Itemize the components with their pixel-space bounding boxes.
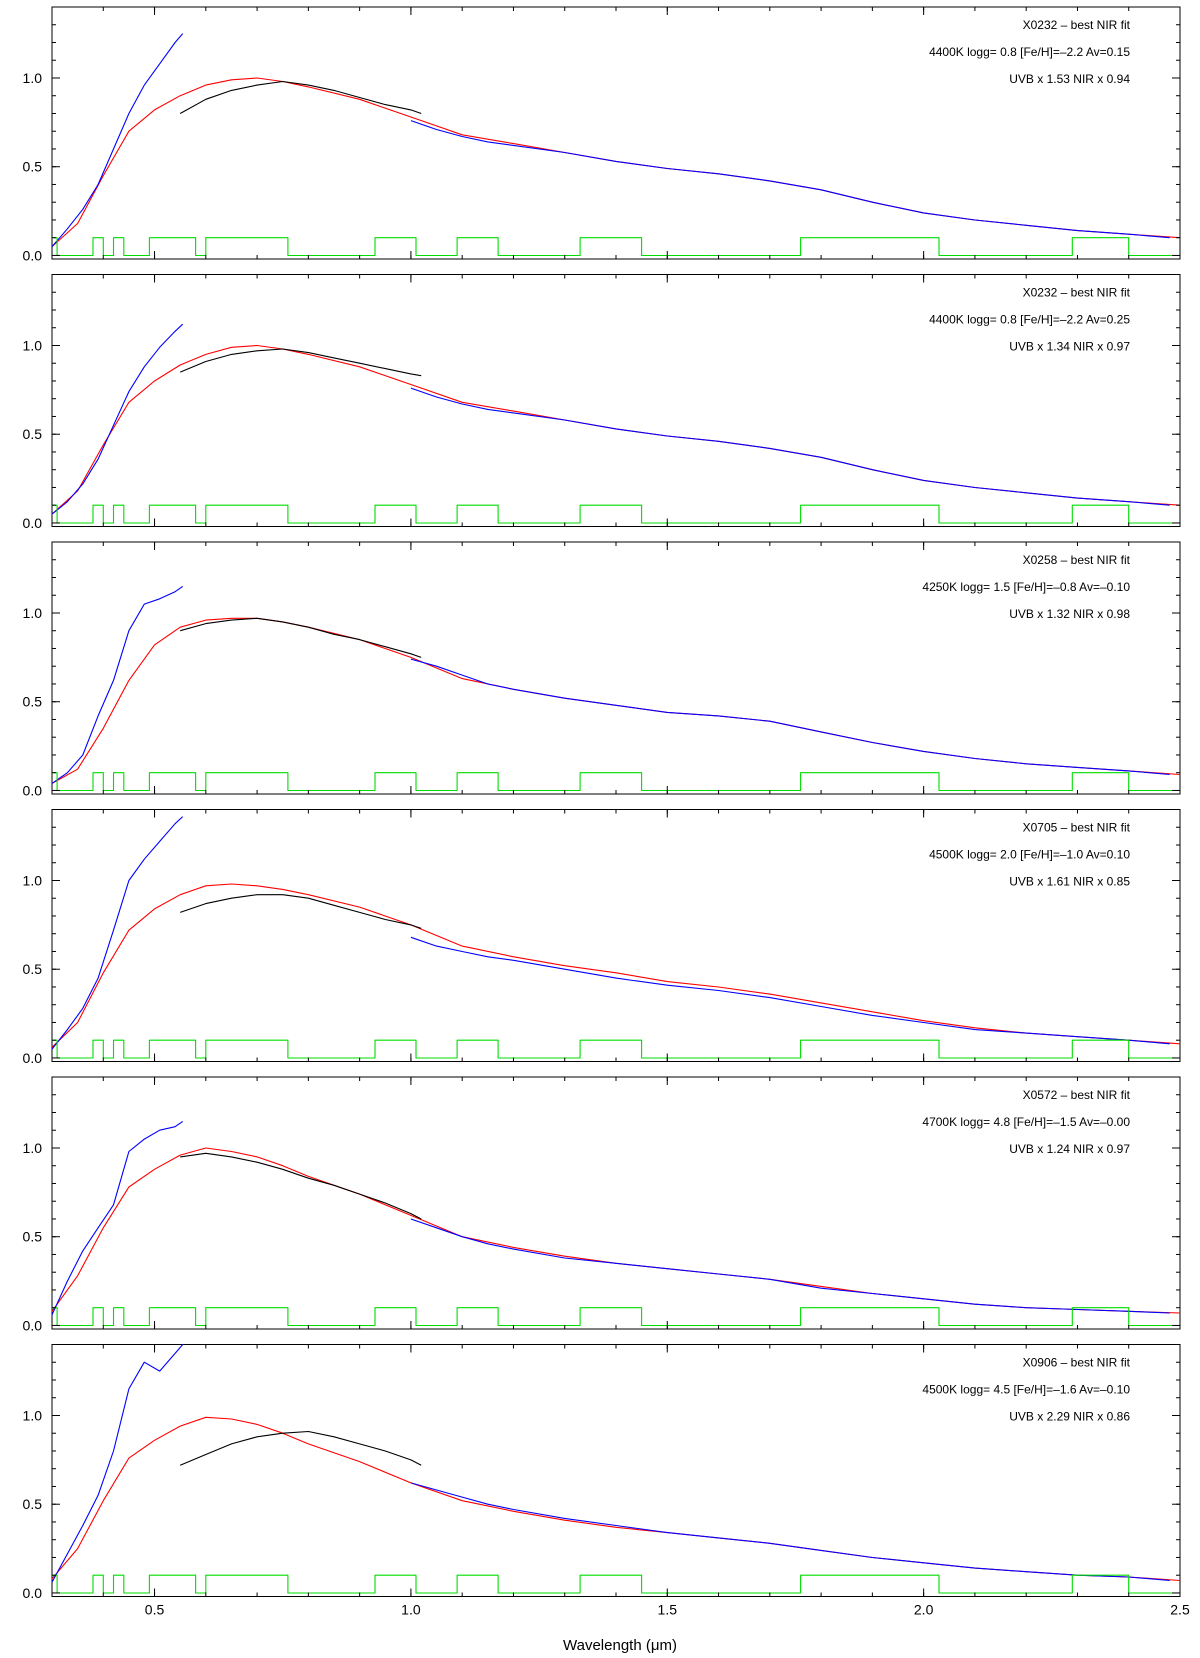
- x-tick-label: 2.0: [914, 1602, 934, 1618]
- y-tick-label: 1.0: [23, 872, 43, 888]
- panel-3: 0.0 0.5 1.0 X0258 – best NIR fit 4250K logg=…: [23, 541, 1181, 798]
- panel-annotation-line: X0258 – best NIR fit: [1023, 553, 1131, 567]
- panel-annotation-line: 4250K logg= 1.5 [Fe/H]=–0.8 Av=–0.10: [922, 580, 1130, 594]
- y-tick-label: 1.0: [23, 70, 43, 86]
- panels-group: 0.0 0.5 1.0 X0232 – best NIR fit 4400K logg=…: [23, 6, 1190, 1618]
- x-tick-label: 1.5: [658, 1602, 678, 1618]
- panel-1: 0.0 0.5 1.0 X0232 – best NIR fit 4400K logg=…: [23, 6, 1181, 263]
- panel-4: 0.0 0.5 1.0 X0705 – best NIR fit 4500K logg=…: [23, 809, 1181, 1066]
- y-tick-label: 0.5: [23, 961, 43, 977]
- y-tick-label: 0.5: [23, 694, 43, 710]
- y-tick-label: 0.5: [23, 426, 43, 442]
- y-tick-label: 0.0: [23, 782, 43, 798]
- series-mask: [52, 237, 1180, 257]
- panel-annotation-line: 4700K logg= 4.8 [Fe/H]=–1.5 Av=–0.00: [922, 1115, 1130, 1129]
- panel-annotation-line: 4500K logg= 2.0 [Fe/H]=–1.0 Av=0.10: [929, 848, 1130, 862]
- y-tick-label: 0.5: [23, 1496, 43, 1512]
- y-tick-label: 0.0: [23, 1317, 43, 1333]
- panel-6: 0.5 1.0 1.5 2.0 2.5 0.0 0.5 1.0 X0906 – best NIR…: [23, 1344, 1190, 1618]
- series-mask: [52, 772, 1180, 792]
- series-uvb_vis: [51, 323, 184, 515]
- series-vis: [180, 894, 422, 929]
- series-nir: [410, 120, 1170, 239]
- series-mask: [52, 1574, 1180, 1594]
- series-uvb_vis: [51, 33, 184, 247]
- series-model: [51, 1147, 1181, 1314]
- panel-annotation-line: X0232 – best NIR fit: [1023, 18, 1131, 32]
- y-tick-label: 1.0: [23, 337, 43, 353]
- panel-2: 0.0 0.5 1.0 X0232 – best NIR fit 4400K logg=…: [23, 274, 1181, 531]
- series-uvb_vis: [51, 1120, 184, 1316]
- x-axis-label: Wavelength (μm): [563, 1637, 677, 1654]
- y-tick-label: 0.5: [23, 159, 43, 175]
- series-model: [51, 344, 1181, 515]
- panel-annotation-line: X0232 – best NIR fit: [1023, 286, 1131, 300]
- panel-annotation-line: UVB x 2.29 NIR x 0.86: [1009, 1410, 1130, 1424]
- series-mask: [52, 1307, 1180, 1327]
- series-vis: [179, 80, 422, 115]
- panel-annotation-line: X0705 – best NIR fit: [1023, 821, 1131, 835]
- series-nir: [410, 1482, 1170, 1582]
- y-tick-label: 1.0: [23, 1140, 43, 1156]
- series-mask: [52, 504, 1180, 524]
- panel-annotation-line: UVB x 1.61 NIR x 0.85: [1009, 875, 1130, 889]
- y-tick-label: 1.0: [23, 605, 43, 621]
- series-model: [51, 1416, 1181, 1582]
- series-nir: [410, 1218, 1170, 1314]
- series-vis: [180, 1152, 422, 1220]
- y-tick-label: 0.5: [23, 1229, 43, 1245]
- panel-annotation-line: X0906 – best NIR fit: [1023, 1356, 1131, 1370]
- series-mask: [52, 1039, 1180, 1059]
- series-vis: [179, 348, 422, 377]
- panel-annotation-line: UVB x 1.34 NIR x 0.97: [1009, 340, 1130, 354]
- series-model: [51, 883, 1181, 1048]
- y-tick-label: 0.0: [23, 1050, 43, 1066]
- x-tick-label: 1.0: [401, 1602, 421, 1618]
- series-uvb_vis: [51, 585, 184, 784]
- panel-annotation-line: UVB x 1.32 NIR x 0.98: [1009, 607, 1130, 621]
- series-nir: [410, 387, 1170, 506]
- series-model: [51, 617, 1181, 784]
- panel-5: 0.0 0.5 1.0 X0572 – best NIR fit 4700K logg=…: [23, 1076, 1181, 1333]
- y-tick-label: 0.0: [23, 1585, 43, 1601]
- series-model: [51, 77, 1181, 248]
- series-nir: [410, 658, 1170, 776]
- panel-annotation-line: 4500K logg= 4.5 [Fe/H]=–1.6 Av=–0.10: [922, 1383, 1130, 1397]
- series-nir: [410, 936, 1170, 1045]
- x-tick-label: 0.5: [145, 1602, 165, 1618]
- panel-annotation-line: X0572 – best NIR fit: [1023, 1088, 1131, 1102]
- y-tick-label: 0.0: [23, 247, 43, 263]
- series-vis: [179, 1430, 422, 1466]
- panel-annotation-line: UVB x 1.24 NIR x 0.97: [1009, 1142, 1130, 1156]
- y-tick-label: 1.0: [23, 1407, 43, 1423]
- series-uvb_vis: [51, 1344, 184, 1583]
- x-tick-label: 2.5: [1170, 1602, 1190, 1618]
- series-uvb_vis: [51, 816, 184, 1050]
- panel-annotation-line: UVB x 1.53 NIR x 0.94: [1009, 72, 1130, 86]
- panel-annotation-line: 4400K logg= 0.8 [Fe/H]=–2.2 Av=0.25: [929, 313, 1130, 327]
- series-vis: [180, 617, 422, 658]
- y-tick-label: 0.0: [23, 515, 43, 531]
- panel-annotation-line: 4400K logg= 0.8 [Fe/H]=–2.2 Av=0.15: [929, 45, 1130, 59]
